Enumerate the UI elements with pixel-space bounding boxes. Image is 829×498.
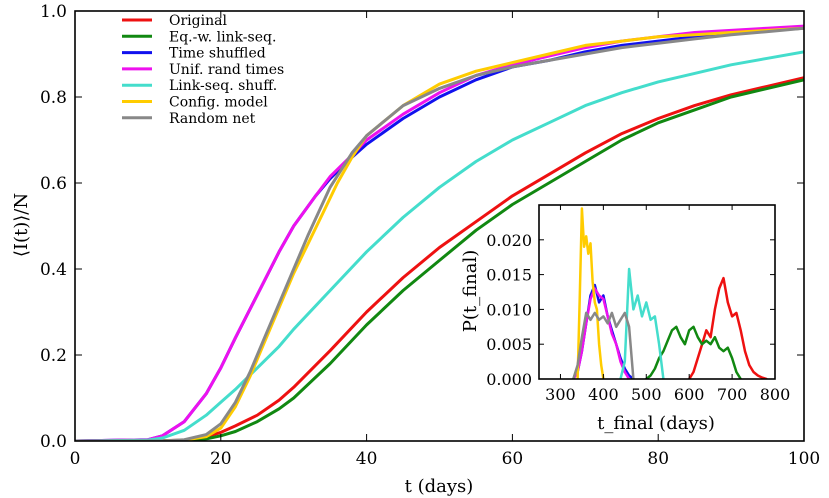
main-x-axis-label: t (days) [405,476,474,497]
legend-label-unif-rand-times: Unif. rand times [169,62,284,78]
main-y-tick-label: 1.0 [40,2,67,22]
main-series-link-seq-shuff [75,50,804,441]
inset-series-unif-rand-times [572,287,631,379]
inset-y-tick-label: 0.010 [486,300,532,319]
inset-series-random-net [572,311,635,379]
inset-x-tick-label: 400 [588,385,619,404]
inset-y-tick-label: 0.020 [486,231,532,250]
inset-x-axis-label: t_final (days) [597,413,715,434]
main-series-random-net [75,26,804,441]
main-axes-frame [74,10,805,442]
inset-series-link-seq-shuff [619,267,665,379]
main-x-tick-label: 40 [356,449,378,469]
main-plot-frame [74,10,805,442]
main-series-eq-w-link-seq [75,78,804,441]
inset-axes-frame [538,204,776,380]
legend-label-random-net: Random net [169,111,256,127]
main-y-tick-label: 0.2 [40,346,67,366]
inset-y-axis-label: P(t_final) [460,250,481,332]
inset-x-tick-label: 700 [717,385,748,404]
inset-ticks-layer: 300 400 500 600 700 800 0.000 0.005 0.010 0.015 0.… [486,205,790,404]
main-y-axis-label: ⟨I(t)⟩/N [11,193,32,257]
legend-label-time-shuffled: Time shuffled [169,46,266,62]
legend-label-original: Original [169,13,227,29]
main-x-tick-label: 60 [502,449,524,469]
inset-plot-frame [538,204,776,380]
legend-label-link-seq-shuff: Link-seq. shuff. [169,78,277,94]
main-y-tick-label: 0.8 [40,88,67,108]
inset-series-eq-w-link-seq [645,325,742,379]
inset-x-tick-label: 300 [545,385,576,404]
main-x-tick-label: 0 [70,449,81,469]
inset-series-config-model [576,207,605,379]
inset-y-tick-label: 0.000 [486,370,532,389]
main-ticks-layer: 0 20 40 60 80 100 0.0 0.2 0.4 0.6 0.8 1.0 [40,2,820,469]
legend-label-eq-w-link-seq: Eq.-w. link-seq. [169,29,276,45]
inset-x-tick-label: 800 [760,385,791,404]
main-x-tick-label: 100 [788,449,820,469]
main-x-tick-label: 80 [647,449,669,469]
inset-series-layer [572,207,768,379]
main-series-layer [75,24,804,441]
inset-x-tick-label: 600 [674,385,705,404]
legend-label-config-model: Config. model [169,95,268,111]
main-y-tick-label: 0.0 [40,432,67,452]
inset-y-tick-label: 0.005 [486,335,532,354]
inset-series-original [687,276,768,379]
main-series-config-model [75,26,804,441]
inset-x-tick-label: 500 [631,385,662,404]
main-series-original [75,76,804,441]
main-x-tick-label: 20 [210,449,232,469]
inset-y-tick-label: 0.015 [486,266,532,285]
main-y-tick-label: 0.4 [40,260,67,280]
main-y-tick-label: 0.6 [40,174,67,194]
